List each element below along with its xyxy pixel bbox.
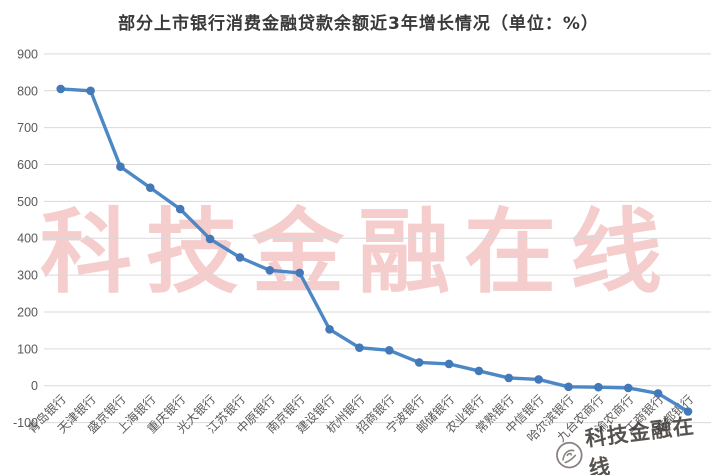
data-point <box>295 268 304 278</box>
watermark-bottom-right: 科技金融在线 <box>551 407 717 475</box>
y-tick-label: 0 <box>31 379 38 393</box>
y-tick-label: 500 <box>17 195 38 209</box>
y-tick-label: 600 <box>17 158 38 172</box>
data-point <box>414 358 424 367</box>
data-point <box>594 382 603 392</box>
y-tick-label: 900 <box>17 47 38 61</box>
trend-line <box>59 87 690 414</box>
data-point <box>384 346 394 355</box>
data-point <box>683 407 693 416</box>
data-point <box>265 266 275 275</box>
data-point <box>355 343 364 353</box>
data-point <box>653 389 663 398</box>
data-point <box>534 375 543 384</box>
y-tick-label: 700 <box>17 121 38 135</box>
data-point <box>623 383 633 393</box>
data-point <box>235 253 245 262</box>
data-point <box>86 86 95 96</box>
y-tick-label: 100 <box>17 342 38 356</box>
data-point <box>564 382 573 392</box>
y-tick-label: 300 <box>17 269 38 283</box>
watermark-logo <box>556 441 583 469</box>
data-point <box>146 183 155 193</box>
data-point <box>444 359 454 369</box>
y-tick-label: -100 <box>13 416 38 430</box>
data-point <box>325 324 334 334</box>
data-point <box>474 366 484 376</box>
data-point <box>175 204 185 214</box>
y-tick-label: 800 <box>17 84 38 98</box>
data-point <box>116 162 125 172</box>
chart-title: 部分上市银行消费金融贷款余额近3年增长情况（单位：%） <box>118 14 599 34</box>
y-tick-label: 400 <box>17 232 38 246</box>
data-point <box>504 373 514 383</box>
data-point <box>205 234 215 244</box>
y-tick-label: 200 <box>17 305 38 319</box>
data-point <box>56 84 65 94</box>
watermark-center: 科技金融在线 <box>39 199 676 306</box>
